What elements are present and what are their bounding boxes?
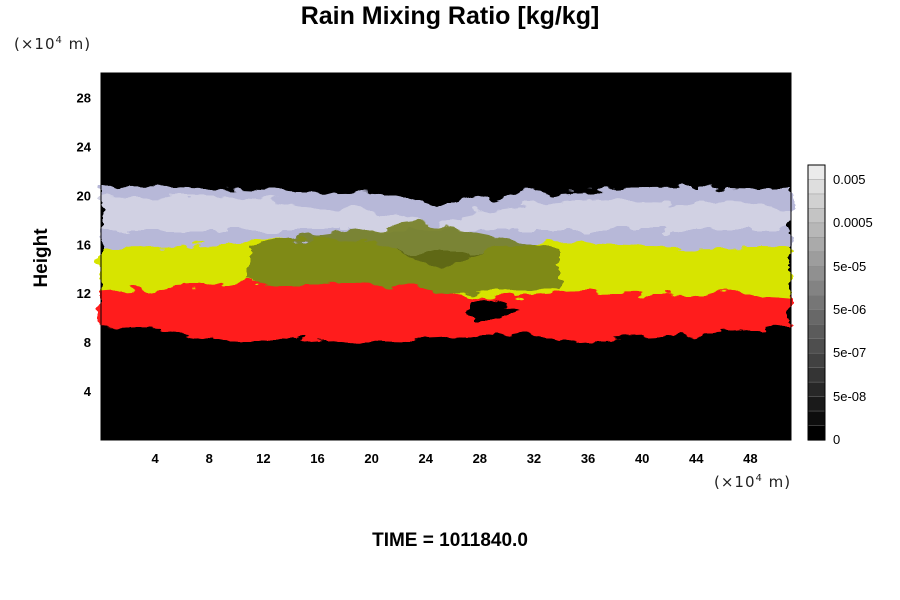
y-tick-label: 8 bbox=[84, 335, 91, 350]
x-tick-label: 40 bbox=[635, 451, 649, 466]
x-unit-label: (×104 m) bbox=[714, 473, 792, 491]
colorbar-swatch bbox=[807, 208, 826, 224]
olive-zone bbox=[250, 222, 560, 294]
colorbar-swatch bbox=[807, 309, 826, 325]
y-tick-labels: 4 8 12 16 20 24 28 bbox=[77, 90, 92, 399]
colorbar bbox=[807, 164, 826, 441]
colorbar-label: 5e-07 bbox=[833, 345, 866, 360]
colorbar-swatch bbox=[807, 179, 826, 195]
colorbar-swatch bbox=[807, 396, 826, 412]
y-tick-label: 4 bbox=[84, 384, 92, 399]
colorbar-swatch bbox=[807, 251, 826, 268]
x-tick-label: 48 bbox=[743, 451, 757, 466]
x-tick-labels: 4 8 12 16 20 24 28 32 36 40 44 48 bbox=[152, 451, 758, 466]
colorbar-swatch bbox=[807, 280, 826, 296]
x-tick-label: 36 bbox=[581, 451, 595, 466]
y-tick-label: 24 bbox=[77, 139, 92, 154]
x-tick-label: 32 bbox=[527, 451, 541, 466]
colorbar-swatch bbox=[807, 410, 826, 427]
colorbar-frame bbox=[807, 164, 826, 441]
colorbar-label: 5e-08 bbox=[833, 389, 866, 404]
x-tick-label: 44 bbox=[689, 451, 704, 466]
x-tick-label: 16 bbox=[310, 451, 324, 466]
y-tick-label: 20 bbox=[77, 188, 91, 203]
colorbar-swatch bbox=[807, 164, 826, 181]
colorbar-label: 5e-05 bbox=[833, 259, 866, 274]
red-layer bbox=[101, 283, 791, 342]
colorbar-swatch bbox=[807, 367, 826, 383]
x-tick-label: 28 bbox=[473, 451, 487, 466]
colorbar-swatch bbox=[807, 222, 826, 239]
y-tick-label: 28 bbox=[77, 90, 91, 105]
colorbar-swatch bbox=[807, 237, 826, 253]
colorbar-swatch bbox=[807, 266, 826, 282]
y-unit-label: (×104 m) bbox=[14, 35, 92, 53]
colorbar-swatch bbox=[807, 324, 826, 340]
plot-frame bbox=[100, 72, 792, 441]
colorbar-swatch bbox=[807, 295, 826, 311]
x-tick-label: 24 bbox=[418, 451, 433, 466]
colorbar-label: 0.0005 bbox=[833, 215, 873, 230]
colorbar-swatch bbox=[807, 338, 826, 354]
white-highlight bbox=[101, 196, 791, 230]
colorbar-swatch bbox=[807, 425, 826, 441]
y-tick-label: 16 bbox=[77, 237, 91, 252]
x-tick-label: 8 bbox=[206, 451, 213, 466]
field-bands bbox=[101, 186, 791, 342]
colorbar-label: 0 bbox=[833, 432, 840, 447]
y-tick-label: 12 bbox=[77, 286, 91, 301]
time-readout: TIME = 1011840.0 bbox=[372, 530, 528, 551]
red-gap bbox=[470, 300, 520, 320]
colorbar-swatch bbox=[807, 193, 826, 210]
colorbar-swatch bbox=[807, 381, 826, 398]
x-tick-label: 12 bbox=[256, 451, 270, 466]
x-tick-label: 4 bbox=[152, 451, 160, 466]
colorbar-swatch bbox=[807, 352, 826, 369]
colorbar-label: 0.005 bbox=[833, 172, 866, 187]
chart-title: Rain Mixing Ratio [kg/kg] bbox=[300, 2, 600, 30]
colorbar-labels: 0.005 0.0005 5e-05 5e-06 5e-07 5e-08 0 bbox=[833, 172, 873, 447]
colorbar-label: 5e-06 bbox=[833, 302, 866, 317]
x-tick-label: 20 bbox=[364, 451, 378, 466]
